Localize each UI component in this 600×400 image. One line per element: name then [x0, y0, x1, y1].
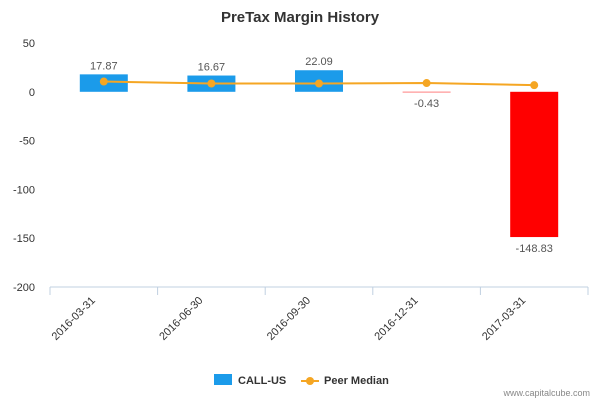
- y-tick-label: -100: [13, 184, 35, 196]
- data-labels: 17.87 16.67 22.09 -0.43 -148.83: [90, 56, 553, 255]
- bar-value-label: 16.67: [198, 62, 226, 74]
- y-tick-label: 0: [29, 87, 35, 99]
- y-tick-label: -150: [13, 233, 35, 245]
- x-tick-label: 2016-09-30: [265, 295, 313, 343]
- peer-median-point: [530, 81, 539, 90]
- x-tick-label: 2016-03-31: [50, 295, 98, 343]
- x-tick-label: 2016-06-30: [157, 295, 205, 343]
- bar-value-label: -148.83: [516, 243, 553, 255]
- watermark: www.capitalcube.com: [502, 388, 590, 398]
- legend-label-peer-median: Peer Median: [324, 375, 389, 387]
- x-tick-label: 2016-12-31: [372, 295, 420, 343]
- peer-median-point: [99, 77, 108, 86]
- legend-swatch-peer-marker: [306, 377, 314, 385]
- y-tick-label: 50: [23, 38, 35, 50]
- chart-title: PreTax Margin History: [221, 9, 380, 26]
- line-series: [99, 77, 539, 90]
- x-tick-label: 2017-03-31: [480, 295, 528, 343]
- bar-value-label: 17.87: [90, 60, 118, 72]
- peer-median-point: [315, 79, 323, 88]
- legend-swatch-call-us: [214, 374, 232, 385]
- y-tick-label: -50: [19, 136, 35, 148]
- peer-median-point: [207, 79, 216, 88]
- bar-series: [79, 70, 559, 238]
- legend: CALL-US Peer Median: [214, 374, 389, 387]
- bar-value-label: 22.09: [305, 56, 333, 68]
- y-tick-label: -200: [13, 282, 35, 294]
- bar-call-us: [510, 91, 559, 238]
- bar-value-label: -0.43: [414, 98, 439, 110]
- legend-label-call-us: CALL-US: [238, 375, 286, 387]
- bar-call-us: [402, 91, 451, 93]
- peer-median-point: [422, 79, 431, 88]
